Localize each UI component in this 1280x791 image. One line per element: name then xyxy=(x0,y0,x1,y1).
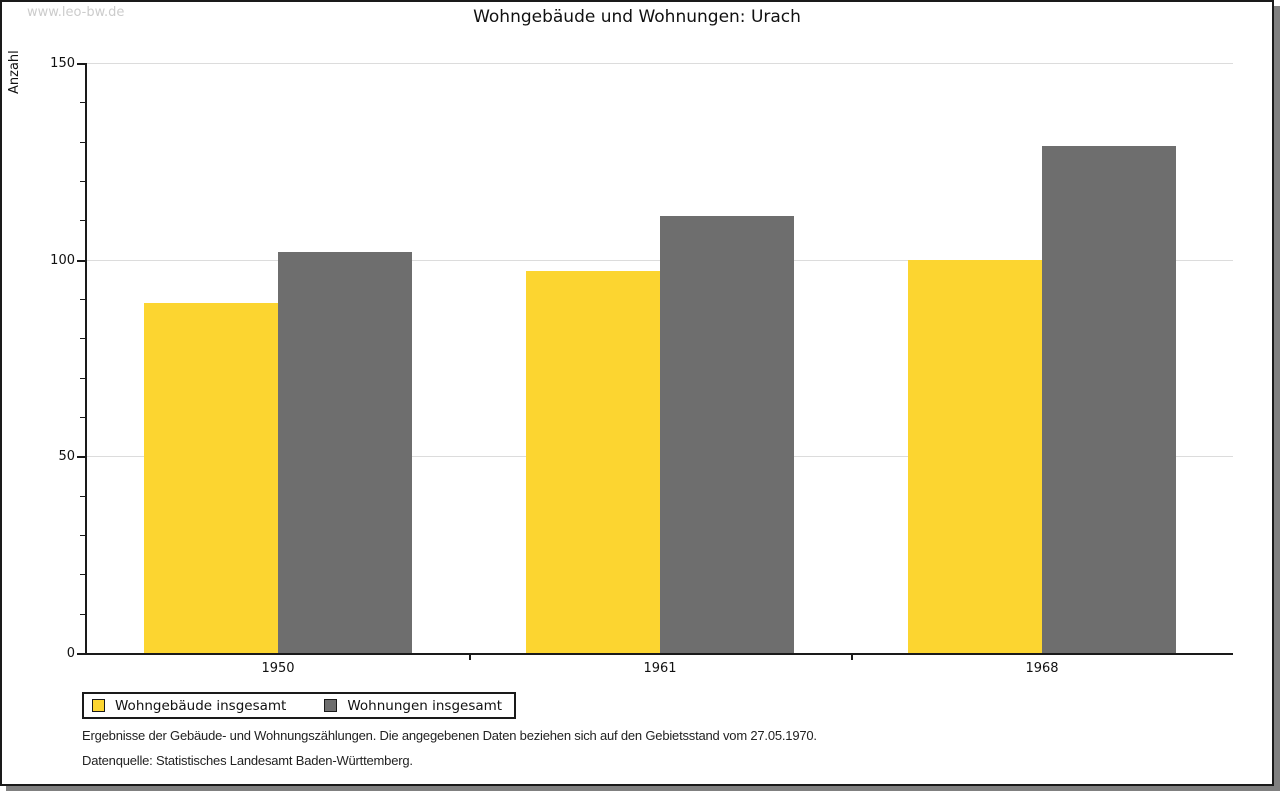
y-tick-minor xyxy=(80,574,85,576)
y-tick-minor xyxy=(80,495,85,497)
y-tick-minor xyxy=(80,102,85,104)
bar-wohngebäude-1961 xyxy=(526,271,660,653)
gridline xyxy=(87,63,1233,64)
y-tick-minor xyxy=(80,220,85,222)
y-tick-label: 50 xyxy=(58,449,75,465)
y-tick-label: 100 xyxy=(50,252,75,268)
y-tick-major xyxy=(77,63,85,65)
footer-note: Ergebnisse der Gebäude- und Wohnungszähl… xyxy=(82,728,817,743)
y-tick-minor xyxy=(80,338,85,340)
y-tick-major xyxy=(77,259,85,262)
chart-title: Wohngebäude und Wohnungen: Urach xyxy=(473,7,801,27)
x-tick-label: 1961 xyxy=(643,661,677,676)
legend-swatch-gray-icon xyxy=(324,699,338,712)
y-tick-label: 0 xyxy=(66,646,75,661)
legend-item-wohngebaeude: Wohngebäude insgesamt xyxy=(92,698,286,714)
bar-wohnungen-1968 xyxy=(1042,145,1176,653)
y-tick-major xyxy=(77,456,85,459)
legend-label: Wohnungen insgesamt xyxy=(347,697,503,714)
y-axis xyxy=(85,63,87,655)
y-tick-minor xyxy=(80,181,85,182)
bar-wohngebäude-1950 xyxy=(144,302,278,653)
y-tick-label: 150 xyxy=(50,56,75,71)
x-axis xyxy=(85,653,1233,655)
y-tick-minor xyxy=(80,299,85,300)
y-tick-minor xyxy=(80,377,85,379)
y-tick-minor xyxy=(80,535,85,536)
legend: Wohngebäude insgesamt Wohnungen insgesam… xyxy=(82,692,517,719)
y-tick-minor xyxy=(80,141,85,143)
x-tick xyxy=(851,655,853,660)
bar-wohnungen-1961 xyxy=(660,216,794,653)
y-tick-minor xyxy=(80,417,85,418)
watermark: www.leo-bw.de xyxy=(27,5,125,20)
legend-swatch-yellow-icon xyxy=(92,699,105,712)
y-tick-minor xyxy=(80,613,85,615)
x-tick xyxy=(469,655,471,660)
legend-label: Wohngebäude insgesamt xyxy=(115,697,287,714)
x-tick-label: 1968 xyxy=(1025,661,1059,676)
bar-wohngebäude-1968 xyxy=(908,259,1042,653)
legend-item-wohnungen: Wohnungen insgesamt xyxy=(324,698,502,714)
bar-wohnungen-1950 xyxy=(278,251,412,653)
footer-source: Datenquelle: Statistisches Landesamt Bad… xyxy=(82,753,413,768)
y-tick-major xyxy=(77,653,85,655)
x-tick-label: 1950 xyxy=(261,661,295,676)
